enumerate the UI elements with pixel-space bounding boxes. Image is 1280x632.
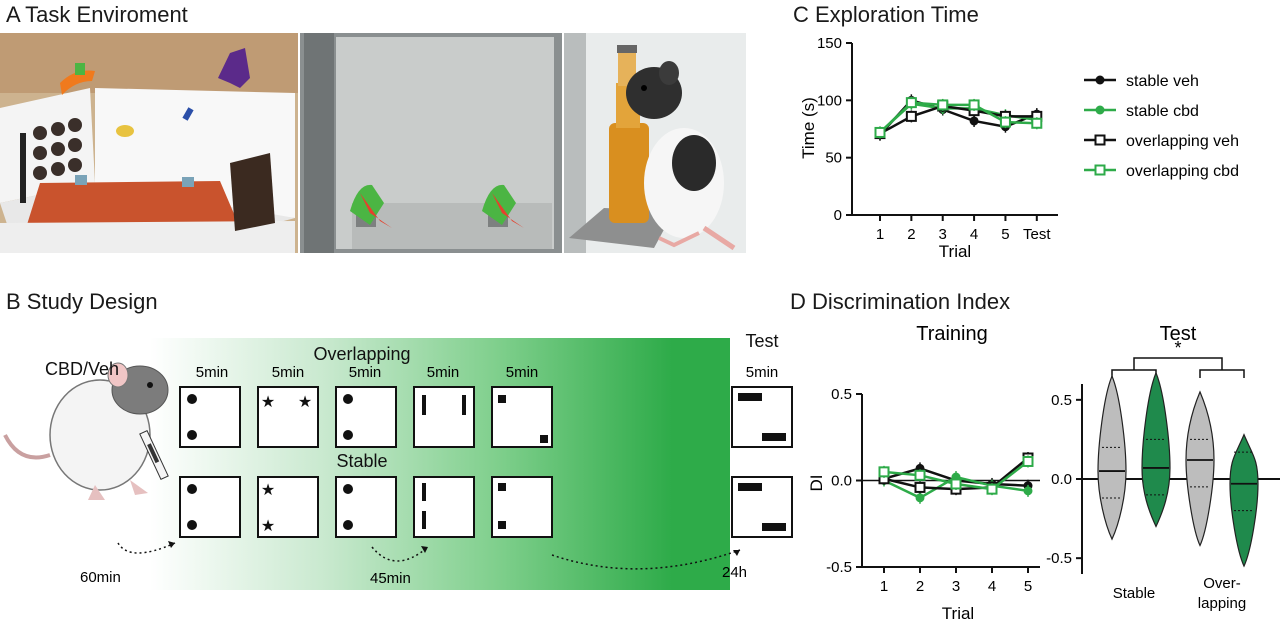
delay-inter-label: 45min	[370, 570, 411, 587]
di-test-chart: Test -0.5 0.0 0.5 * Stable Over-lapping	[1046, 323, 1280, 612]
rat-bottle-photo	[564, 33, 746, 253]
y-tick-label: 150	[817, 35, 842, 52]
stable-label: Stable	[336, 451, 387, 471]
test-duration-label: 5min	[746, 364, 779, 381]
arena-photo	[0, 33, 298, 253]
bracket-comparison	[1133, 357, 1223, 370]
y-tick-label: 0.5	[831, 386, 852, 403]
data-point	[1031, 117, 1043, 129]
x-tick-label: 5	[1024, 578, 1032, 595]
panel-d-title: D Discrimination Index	[790, 289, 1011, 314]
data-point	[914, 469, 926, 481]
training-title: Training	[916, 323, 988, 345]
study-design-diagram: CBD/Veh Overlapping Stable Test 5min 5mi…	[3, 331, 793, 587]
exploration-time-chart: 0 50 100 150 1 2 3 4 5 Test Trial Time (s) stable v…	[799, 35, 1239, 261]
duration-label-3: 5min	[349, 364, 382, 381]
legend-label: overlapping veh	[1126, 133, 1239, 150]
group-label-stable: Stable	[1113, 585, 1156, 602]
significance-star: *	[1174, 338, 1181, 358]
bracket-overlapping	[1199, 369, 1245, 378]
data-point	[915, 493, 925, 503]
data-point	[986, 483, 998, 495]
gradient-background	[150, 338, 730, 590]
legend-marker	[1095, 105, 1105, 115]
x-tick-label: 3	[939, 226, 947, 243]
delay-pre-label: 60min	[80, 569, 121, 586]
violin-body	[1229, 433, 1259, 568]
violin-body	[1141, 371, 1171, 528]
duration-label-2: 5min	[272, 364, 305, 381]
data-point	[878, 466, 890, 478]
drug-label: CBD/Veh	[45, 359, 119, 379]
delay-test-label: 24h	[722, 564, 747, 581]
y-tick-label: 50	[825, 150, 842, 167]
data-point	[1023, 486, 1033, 496]
x-tick-label: 2	[916, 578, 924, 595]
duration-label-1: 5min	[196, 364, 229, 381]
duration-label-5: 5min	[506, 364, 539, 381]
legend-label: stable veh	[1126, 73, 1199, 90]
data-point	[1022, 455, 1034, 467]
topdown-photo	[300, 33, 562, 253]
data-point	[969, 116, 979, 126]
rat-illustration	[3, 362, 169, 500]
y-axis-label: DI	[807, 475, 826, 492]
legend-label: overlapping cbd	[1126, 163, 1239, 180]
x-tick-label: 3	[952, 578, 960, 595]
bracket-stable	[1111, 369, 1157, 378]
x-tick-label: 4	[970, 226, 978, 243]
overlapping-label: Overlapping	[313, 344, 410, 364]
y-tick-label: -0.5	[1046, 550, 1072, 567]
data-point	[950, 478, 962, 490]
panel-a-title: A Task Enviroment	[6, 2, 188, 27]
svg-text:★: ★	[261, 394, 275, 411]
y-tick-label: 0.0	[1051, 471, 1072, 488]
violin-body	[1185, 390, 1215, 547]
y-tick-label: 0.0	[831, 473, 852, 490]
x-axis-label: Trial	[939, 242, 971, 261]
data-point	[905, 97, 917, 109]
test-title: Test	[1160, 323, 1197, 345]
y-axis-label: Time (s)	[799, 97, 818, 159]
y-tick-label: 0.5	[1051, 392, 1072, 409]
di-training-chart: Training -0.5 0.0 0.5 1 2 3 4 5 Trial DI	[807, 323, 1040, 623]
data-point	[999, 116, 1011, 128]
group-label-overlapping-2: lapping	[1198, 595, 1246, 612]
svg-text:★: ★	[298, 394, 312, 411]
data-point	[968, 99, 980, 111]
duration-label-4: 5min	[427, 364, 460, 381]
x-tick-label: Test	[1023, 226, 1051, 243]
y-tick-label: 0	[834, 207, 842, 224]
group-label-overlapping-1: Over-	[1203, 575, 1241, 592]
test-label: Test	[745, 331, 778, 351]
x-tick-label: 4	[988, 578, 996, 595]
data-point	[905, 110, 917, 122]
data-point	[874, 126, 886, 138]
y-tick-label: 100	[817, 92, 842, 109]
x-tick-label: 5	[1001, 226, 1009, 243]
data-point	[937, 99, 949, 111]
legend-label: stable cbd	[1126, 103, 1199, 120]
x-tick-label: 1	[876, 226, 884, 243]
violin-body	[1097, 374, 1127, 541]
legend-marker	[1095, 75, 1105, 85]
x-axis-label: Trial	[942, 604, 974, 623]
svg-text:★: ★	[261, 482, 275, 499]
legend-marker	[1094, 134, 1106, 146]
y-tick-label: -0.5	[826, 559, 852, 576]
panel-b-title: B Study Design	[6, 289, 158, 314]
svg-text:★: ★	[261, 518, 275, 535]
x-tick-label: 1	[880, 578, 888, 595]
legend-marker	[1094, 164, 1106, 176]
panel-c-title: C Exploration Time	[793, 2, 979, 27]
x-tick-label: 2	[907, 226, 915, 243]
data-point	[914, 481, 926, 493]
